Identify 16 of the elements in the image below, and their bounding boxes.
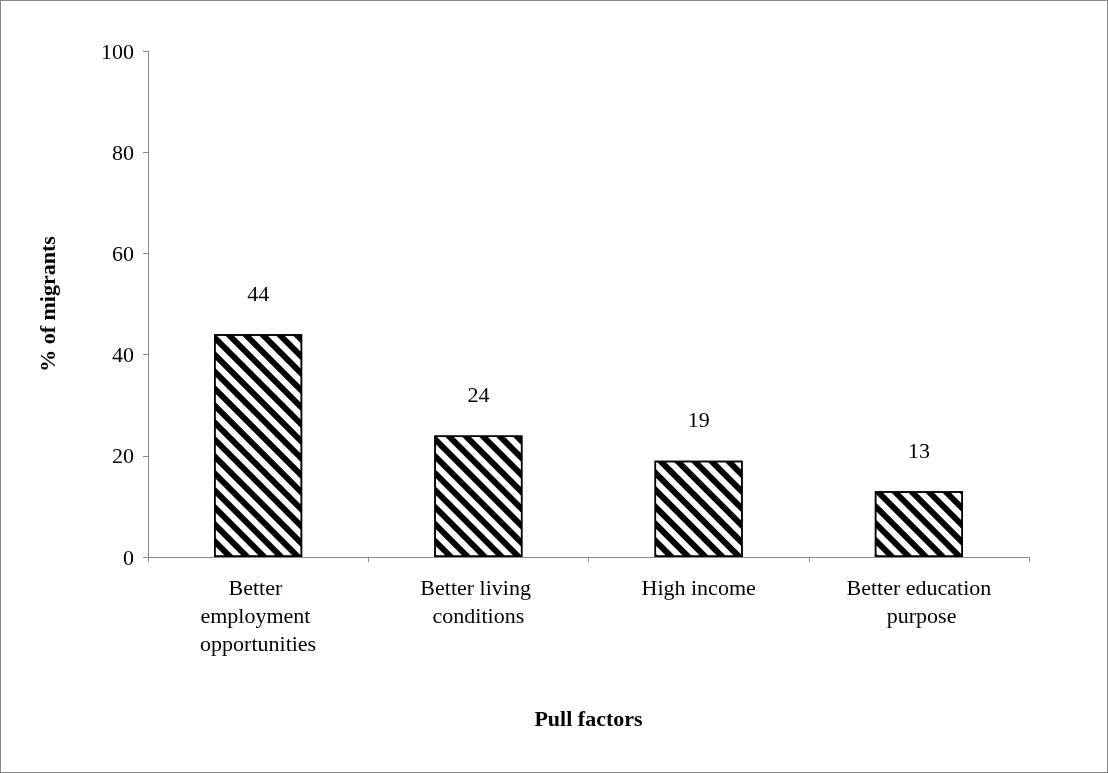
y-tick-label: 80 — [112, 139, 134, 165]
x-axis-title: Pull factors — [534, 705, 643, 731]
data-label: 13 — [907, 437, 930, 463]
x-tick-label: Better education purpose — [846, 574, 992, 628]
x-tick-label: High income — [641, 574, 756, 600]
y-tick-label: 0 — [123, 544, 134, 570]
x-tick-label: Better living conditions — [420, 574, 537, 628]
y-tick-label: 100 — [101, 38, 134, 64]
data-label: 24 — [467, 382, 490, 408]
y-tick-label: 60 — [112, 240, 134, 266]
x-tick-label: Better employment opportunities — [200, 574, 317, 656]
data-label: 19 — [687, 407, 710, 433]
y-tick-label: 40 — [112, 342, 134, 368]
y-tick-label: 20 — [112, 443, 134, 469]
data-label: 44 — [247, 280, 270, 306]
y-axis-title: % of migrants — [34, 235, 60, 372]
